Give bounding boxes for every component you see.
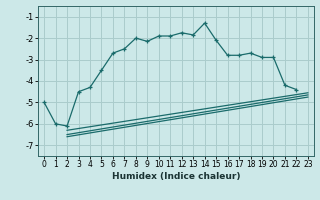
- X-axis label: Humidex (Indice chaleur): Humidex (Indice chaleur): [112, 172, 240, 181]
